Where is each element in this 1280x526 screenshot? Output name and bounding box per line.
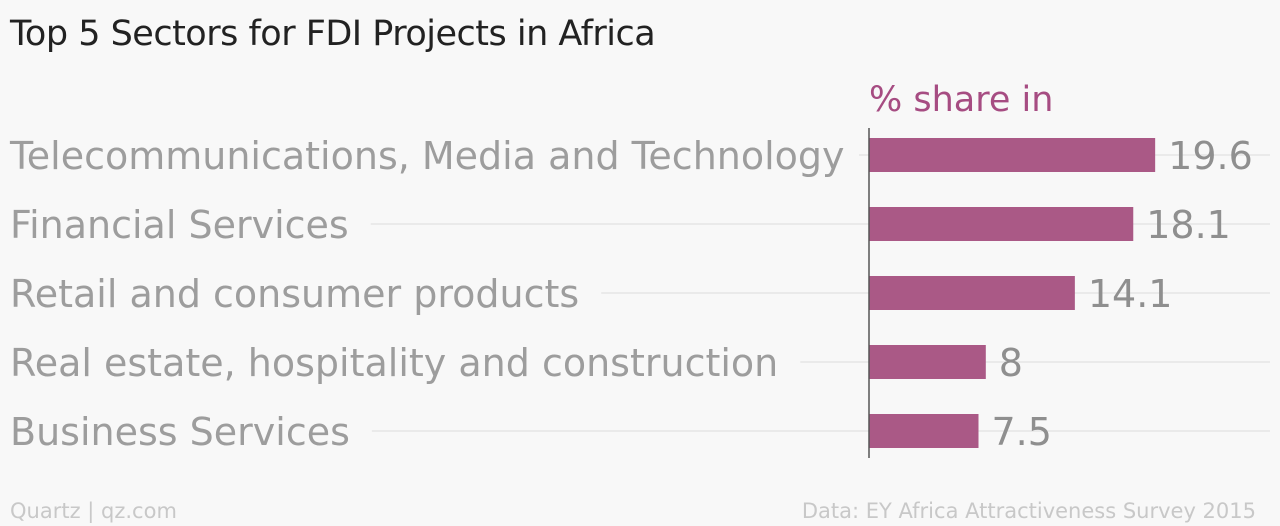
bar bbox=[869, 414, 979, 448]
value-label: 18.1 bbox=[1146, 203, 1231, 247]
value-label: 7.5 bbox=[992, 410, 1052, 454]
bar bbox=[869, 345, 986, 379]
value-label: 8 bbox=[999, 341, 1023, 385]
value-label: 14.1 bbox=[1088, 272, 1173, 316]
category-label: Financial Services bbox=[10, 203, 349, 247]
bar bbox=[869, 276, 1075, 310]
chart-title: Top 5 Sectors for FDI Projects in Africa bbox=[10, 14, 656, 54]
category-label: Retail and consumer products bbox=[10, 272, 579, 316]
bar bbox=[869, 138, 1156, 172]
bar bbox=[869, 207, 1134, 241]
category-label: Telecommunications, Media and Technology bbox=[9, 134, 845, 178]
series-label: % share in bbox=[869, 80, 1053, 120]
category-label: Business Services bbox=[10, 410, 350, 454]
value-label: 19.6 bbox=[1168, 134, 1253, 178]
footer-source: Data: EY Africa Attractiveness Survey 20… bbox=[801, 499, 1256, 523]
footer-credit: Quartz | qz.com bbox=[10, 499, 177, 523]
category-label: Real estate, hospitality and constructio… bbox=[10, 341, 778, 385]
